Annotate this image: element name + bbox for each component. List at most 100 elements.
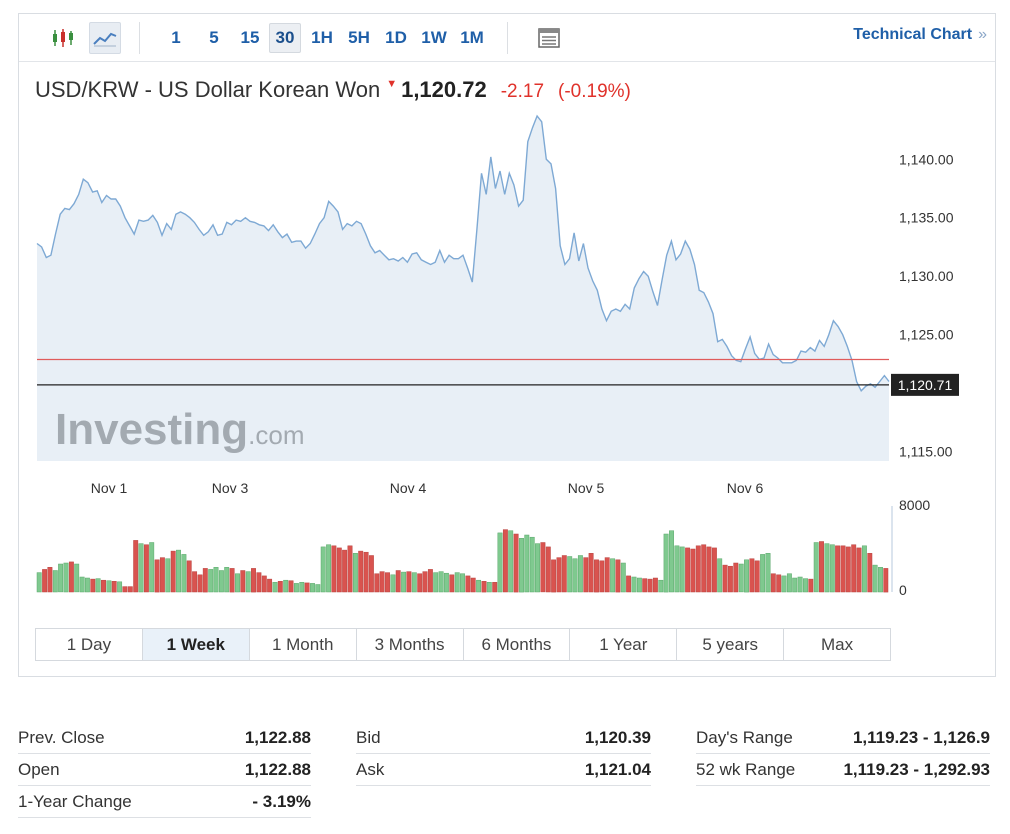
volume-bar <box>545 546 551 593</box>
candlestick-icon[interactable] <box>47 22 79 54</box>
volume-bar <box>390 574 396 593</box>
volume-bar <box>610 558 616 593</box>
price-chart[interactable]: Investing.com 1,140.00 1,135.00 1,130.00 1,1… <box>19 14 995 614</box>
stat-label: 52 wk Range <box>696 759 796 779</box>
stat-value: 1,121.04 <box>584 759 651 779</box>
volume-bar <box>251 568 256 593</box>
range-1-month-button[interactable]: 1 Month <box>250 629 357 660</box>
volume-bar <box>867 553 873 593</box>
volume-bar <box>481 581 487 593</box>
stat-value: 1,120.39 <box>584 727 651 747</box>
range-5-years-button[interactable]: 5 years <box>677 629 785 660</box>
timeframe-5-button[interactable]: 5 <box>209 28 219 47</box>
volume-bar <box>695 545 701 593</box>
volume-bar <box>63 562 69 593</box>
range-max-button[interactable]: Max <box>821 634 854 654</box>
volume-bar <box>47 567 53 593</box>
volume-bar <box>42 569 48 593</box>
stats-column-3: Day's Range 1,119.23 - 1,126.9 52 wk Range… <box>696 722 990 786</box>
volume-bar <box>883 568 889 593</box>
x-axis-label: Nov 6 <box>727 480 764 496</box>
volume-bar <box>460 573 465 593</box>
volume-bar <box>567 556 573 593</box>
volume-bar <box>674 545 680 593</box>
stat-row: Bid 1,120.39 <box>356 722 651 754</box>
volume-bar <box>143 544 149 593</box>
toolbar-divider <box>139 22 140 54</box>
volume-bar <box>626 575 632 593</box>
volume-bar <box>79 576 85 593</box>
volume-bar <box>577 555 583 593</box>
volume-bar <box>711 547 717 593</box>
chevron-right-icon: » <box>978 26 987 43</box>
range-1-day-button[interactable]: 1 Day <box>36 629 143 660</box>
volume-bar <box>636 577 642 593</box>
line-chart-icon[interactable] <box>89 22 121 54</box>
volume-bar <box>299 582 305 593</box>
volume-bar <box>615 559 621 593</box>
volume-bar <box>358 550 364 593</box>
volume-bar <box>154 559 160 593</box>
timeframe-1-button[interactable]: 1 <box>171 28 181 47</box>
stat-row: 52 wk Range 1,119.23 - 1,292.93 <box>696 754 990 786</box>
volume-bar <box>427 569 433 593</box>
quote-header: USD/KRW - US Dollar Korean Won ▼ 1,120.72-… <box>35 77 631 103</box>
technical-chart-link[interactable]: Technical Chart » <box>853 26 987 44</box>
volume-bar <box>235 573 240 593</box>
volume-bar <box>513 533 519 593</box>
volume-bar <box>760 554 766 593</box>
volume-bar <box>315 584 321 593</box>
timeframe-1w-button[interactable]: 1W <box>421 28 447 47</box>
volume-bar <box>411 572 417 593</box>
volume-bar <box>776 574 782 593</box>
volume-bar <box>438 571 444 593</box>
range-6-months-button[interactable]: 6 Months <box>464 629 571 660</box>
volume-bar <box>101 579 106 593</box>
timeframe-5h-button[interactable]: 5H <box>348 28 370 47</box>
volume-bar <box>813 542 819 593</box>
range-1-year-button[interactable]: 1 Year <box>570 629 678 660</box>
price-change: -2.17 <box>500 81 545 102</box>
volume-bar <box>765 553 771 593</box>
volume-bar <box>336 547 342 593</box>
volume-bar <box>192 571 198 593</box>
timeframe-1d-button[interactable]: 1D <box>385 28 407 47</box>
volume-bar <box>197 574 203 593</box>
timeframe-1m-button[interactable]: 1M <box>460 28 484 47</box>
volume-bar <box>90 578 96 593</box>
volume-bar <box>449 574 455 593</box>
y-tick-label: 1,140.00 <box>899 151 954 167</box>
volume-bar <box>840 545 846 593</box>
volume-bar <box>342 549 348 593</box>
chart-panel: 1 5 15 30 1H 5H 1D 1W 1M Technical Chart» USD/KR… <box>18 13 996 677</box>
volume-bar <box>797 576 803 593</box>
volume-bar <box>792 577 798 593</box>
timeframe-30-button[interactable]: 30 <box>269 23 301 53</box>
volume-bar <box>819 541 824 593</box>
volume-bar <box>754 560 760 593</box>
volume-bar <box>519 538 524 593</box>
volume-bar <box>599 560 605 593</box>
volume-bar <box>524 534 530 593</box>
volume-bar <box>465 575 471 593</box>
range-1-week-button[interactable]: 1 Week <box>142 629 250 660</box>
volume-bar <box>170 550 176 593</box>
volume-bar <box>401 571 407 593</box>
stat-label: Bid <box>356 727 381 747</box>
volume-bar <box>744 559 749 593</box>
range-3-months-button[interactable]: 3 Months <box>357 629 464 660</box>
volume-bar <box>470 577 476 593</box>
table-view-icon[interactable] <box>533 22 565 54</box>
stats-column-2: Bid 1,120.39 Ask 1,121.04 <box>356 722 651 786</box>
volume-bar <box>385 572 390 593</box>
volume-bar <box>283 579 289 593</box>
timeframe-15-button[interactable]: 15 <box>240 28 260 47</box>
volume-bar <box>856 547 862 593</box>
chart-toolbar: 1 5 15 30 1H 5H 1D 1W 1M Technical Chart» <box>19 14 995 62</box>
timeframe-1h-button[interactable]: 1H <box>311 28 333 47</box>
volume-bar <box>245 571 251 593</box>
volume-bar <box>181 554 187 593</box>
volume-bar <box>690 548 696 593</box>
y-tick-label: 1,130.00 <box>899 268 954 284</box>
volume-bar <box>304 582 310 593</box>
